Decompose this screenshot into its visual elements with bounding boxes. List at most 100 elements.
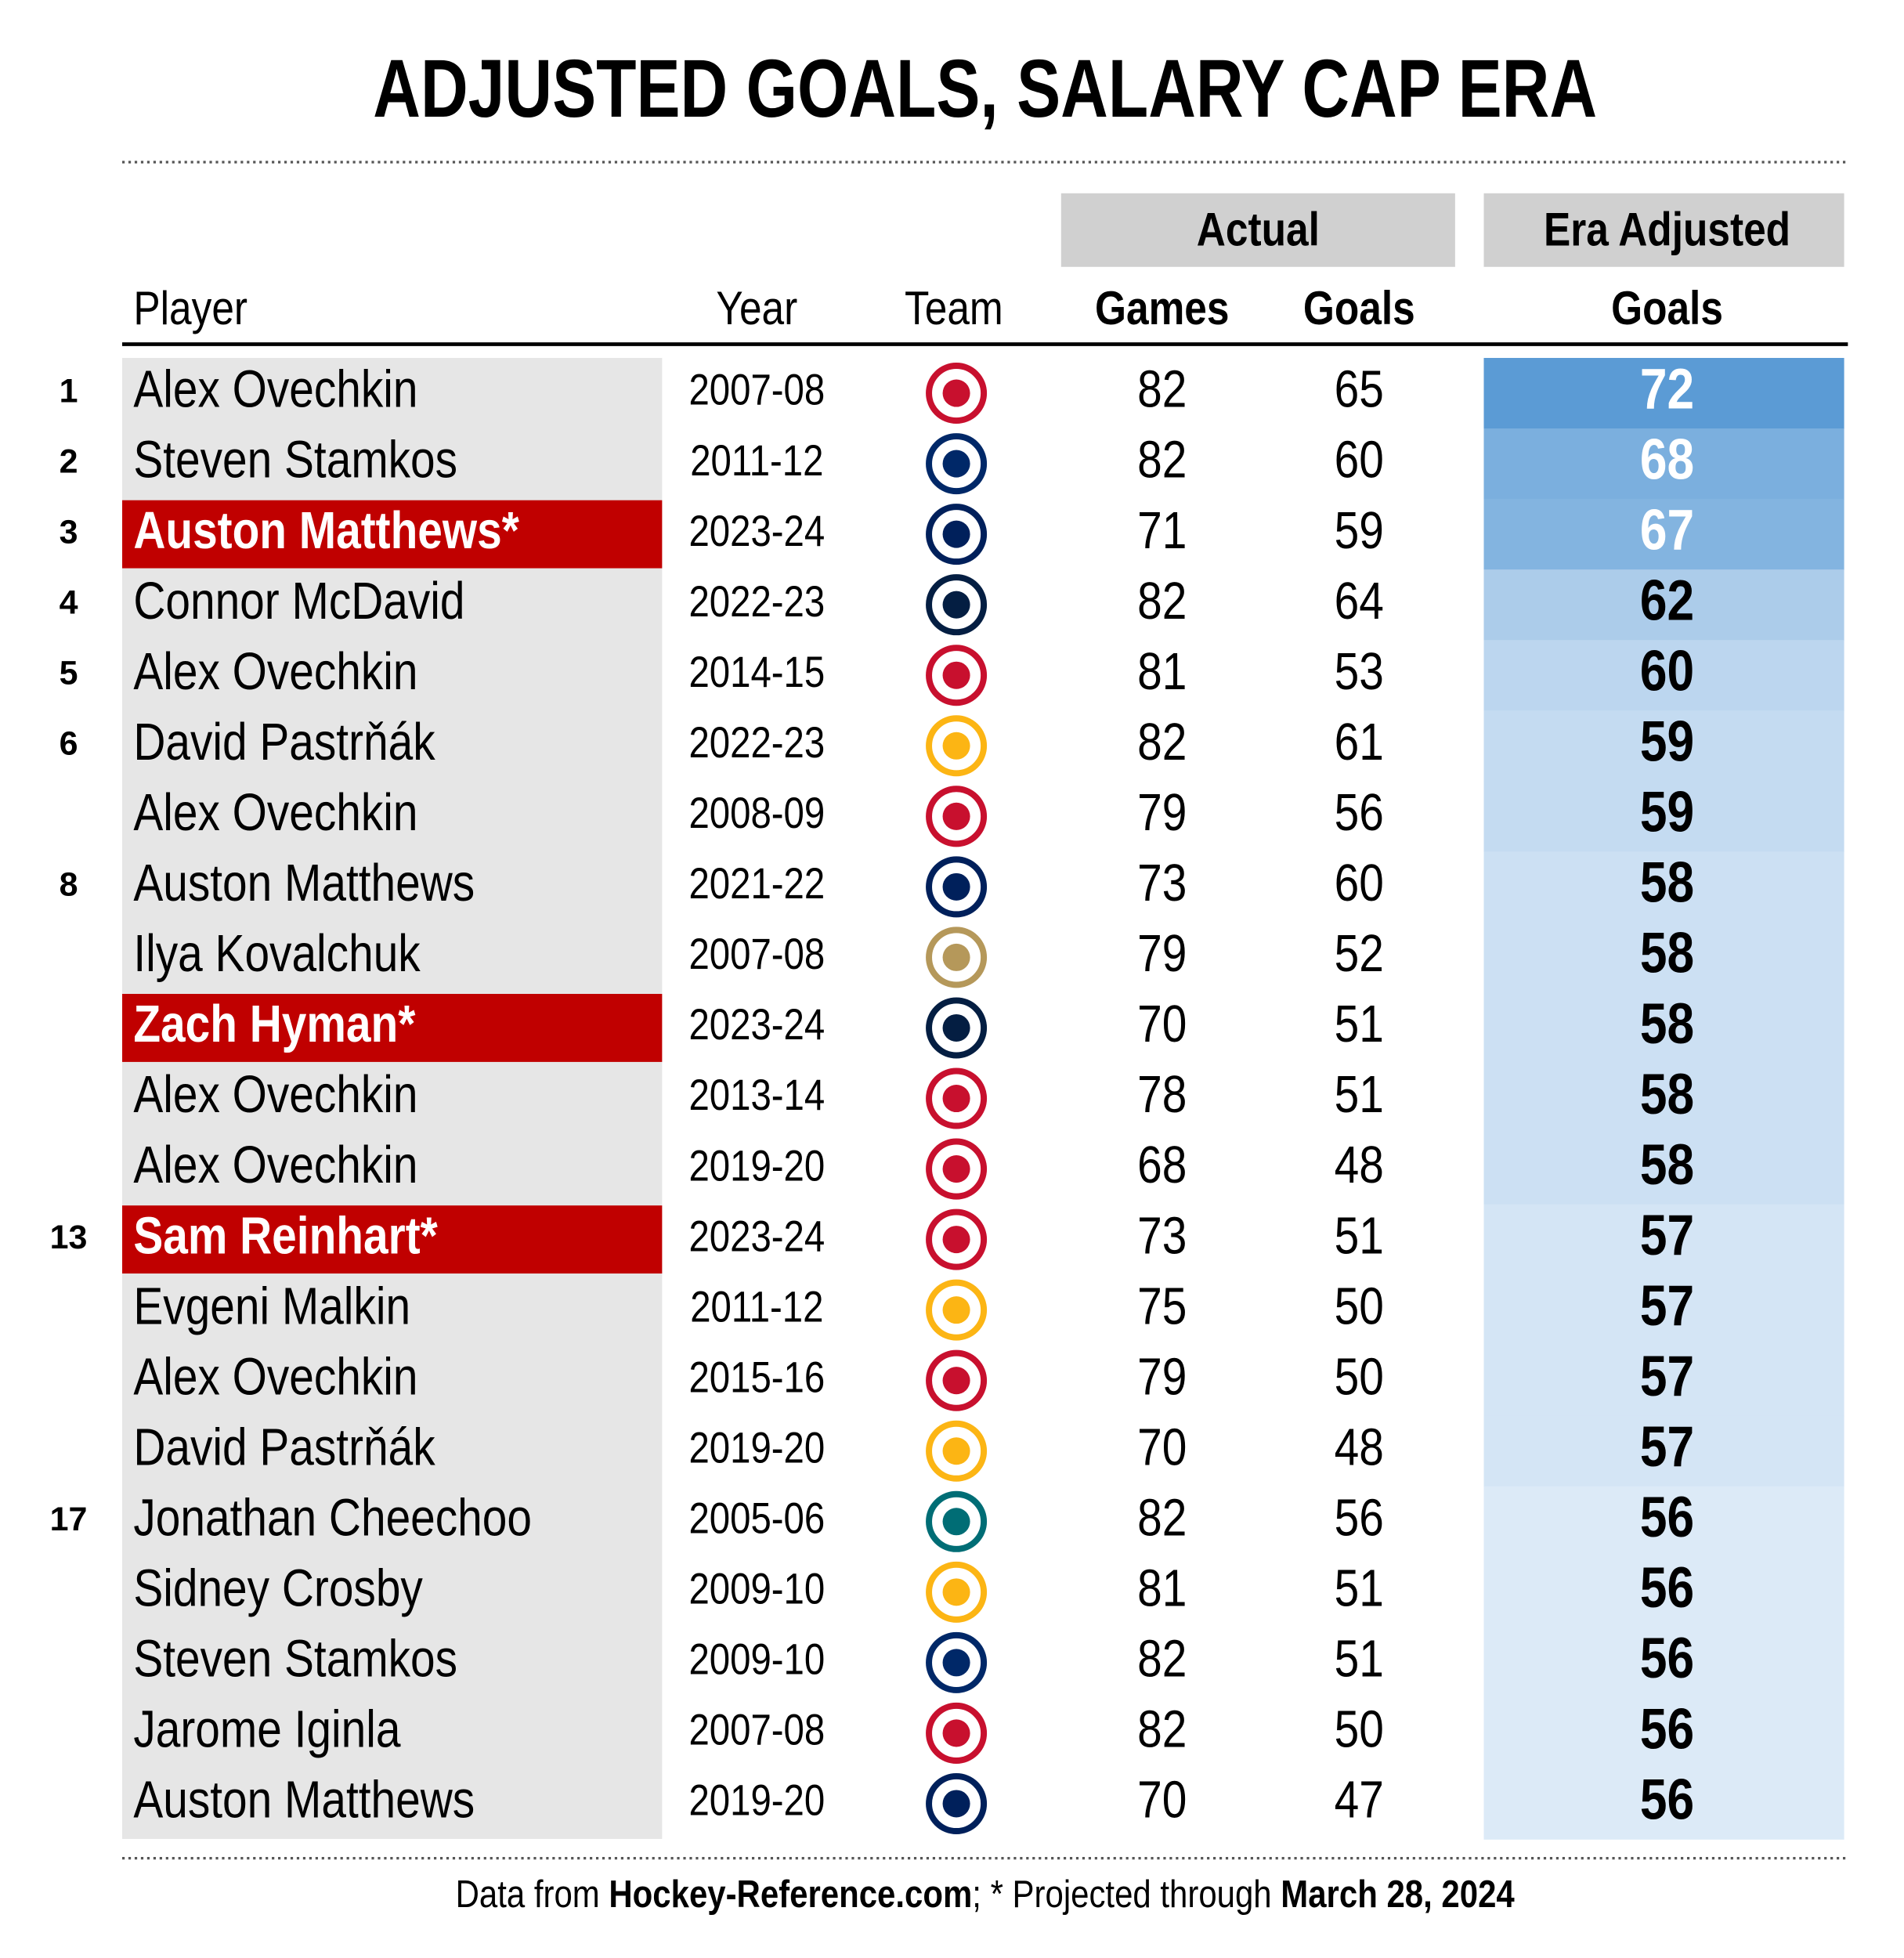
team-logo-core	[942, 1296, 970, 1324]
player-name: Auston Matthews*	[133, 502, 519, 560]
adjusted-cell	[1483, 640, 1844, 712]
adjusted-cell	[1483, 1768, 1844, 1840]
team-logo-core	[942, 1508, 970, 1536]
year: 2015-16	[688, 1353, 825, 1402]
column-header: Player	[133, 281, 247, 334]
player-name: Evgeni Malkin	[133, 1277, 410, 1335]
year: 2021-22	[688, 858, 825, 908]
games: 82	[1137, 1489, 1187, 1547]
group-label: Actual	[1197, 203, 1320, 256]
games: 79	[1137, 784, 1187, 842]
year: 2005-06	[688, 1494, 825, 1543]
games: 70	[1137, 1771, 1187, 1829]
year: 2007-08	[688, 365, 825, 414]
goals: 51	[1335, 1630, 1384, 1688]
adjusted-goals: 58	[1640, 851, 1694, 915]
player-name: Ilya Kovalchuk	[133, 925, 421, 983]
year: 2011-12	[690, 1282, 823, 1331]
adjusted-cell	[1483, 1486, 1844, 1558]
goals: 61	[1335, 713, 1384, 771]
column-header: Goals	[1303, 281, 1415, 334]
column-header: Year	[716, 281, 797, 334]
games: 79	[1137, 925, 1187, 983]
team-logo-core	[942, 732, 970, 760]
player-name: Alex Ovechkin	[133, 1136, 417, 1194]
player-name: David Pastrňák	[133, 1418, 435, 1476]
games: 73	[1137, 1207, 1187, 1265]
adjusted-goals: 58	[1640, 992, 1694, 1056]
goals: 51	[1335, 1066, 1384, 1124]
team-logo-core	[942, 1013, 970, 1042]
adjusted-cell	[1483, 1204, 1844, 1276]
group-box	[1483, 193, 1844, 267]
adjusted-goals: 62	[1640, 569, 1694, 633]
adjusted-goals: 57	[1640, 1414, 1694, 1479]
team-logo-core	[942, 450, 970, 478]
year: 2023-24	[688, 506, 825, 555]
title: ADJUSTED GOALS, SALARY CAP ERA	[373, 43, 1597, 135]
rank: 4	[60, 584, 78, 622]
player-name: Alex Ovechkin	[133, 360, 417, 418]
games: 79	[1137, 1348, 1187, 1406]
team-logo-core	[942, 1578, 970, 1606]
adjusted-goals: 58	[1640, 1133, 1694, 1197]
adjusted-goals: 56	[1640, 1627, 1694, 1691]
player-name: Jarome Iginla	[133, 1700, 401, 1758]
footer: Data from Hockey-Reference.com; * Projec…	[456, 1873, 1516, 1916]
player-name: Auston Matthews	[133, 1771, 475, 1829]
goals: 59	[1335, 502, 1384, 560]
games: 82	[1137, 713, 1187, 771]
adjusted-goals: 57	[1640, 1203, 1694, 1267]
player-name: David Pastrňák	[133, 713, 435, 771]
adjusted-cell	[1483, 710, 1844, 782]
goals: 51	[1335, 1207, 1384, 1265]
year: 2019-20	[688, 1423, 825, 1472]
adjusted-cell	[1483, 569, 1844, 641]
footer-part: ; * Projected through	[972, 1873, 1281, 1916]
rank: 3	[60, 513, 78, 551]
year: 2022-23	[688, 717, 825, 767]
adjusted-goals: 57	[1640, 1273, 1694, 1338]
games: 82	[1137, 431, 1187, 489]
games: 75	[1137, 1277, 1187, 1335]
adjusted-cell	[1483, 1697, 1844, 1769]
adjusted-goals: 56	[1640, 1697, 1694, 1761]
year: 2009-10	[688, 1564, 825, 1613]
rank: 2	[60, 443, 78, 480]
player-name: Auston Matthews	[133, 854, 475, 912]
goals: 56	[1335, 784, 1384, 842]
goals: 48	[1335, 1136, 1384, 1194]
adjusted-goals: 58	[1640, 1062, 1694, 1126]
goals: 51	[1335, 995, 1384, 1053]
team-logo-core	[942, 802, 970, 830]
games: 82	[1137, 1630, 1187, 1688]
adjusted-goals: 72	[1640, 357, 1694, 421]
player-name: Zach Hyman*	[133, 995, 416, 1053]
games: 70	[1137, 1418, 1187, 1476]
player-name: Steven Stamkos	[133, 1630, 457, 1688]
adjusted-goals: 60	[1640, 639, 1694, 703]
goals: 47	[1335, 1771, 1384, 1829]
goals: 64	[1335, 573, 1384, 630]
team-logo-core	[942, 520, 970, 548]
adjusted-cell	[1483, 1133, 1844, 1205]
year: 2008-09	[688, 788, 825, 837]
year: 2019-20	[688, 1776, 825, 1825]
group-box	[1060, 193, 1455, 267]
adjusted-goals: 56	[1640, 1555, 1694, 1620]
goals: 56	[1335, 1489, 1384, 1547]
games: 73	[1137, 854, 1187, 912]
year: 2007-08	[688, 929, 825, 978]
adjusted-cell	[1483, 992, 1844, 1064]
footer-part: Hockey-Reference.com	[609, 1873, 972, 1916]
rank: 13	[50, 1219, 88, 1256]
team-logo-core	[942, 379, 970, 407]
group-label: Era Adjusted	[1544, 203, 1790, 256]
adjusted-goals: 56	[1640, 1485, 1694, 1549]
team-logo-core	[942, 1649, 970, 1677]
goals: 50	[1335, 1348, 1384, 1406]
column-header: Games	[1095, 281, 1229, 334]
player-name: Steven Stamkos	[133, 431, 457, 489]
adjusted-cell	[1483, 851, 1844, 923]
